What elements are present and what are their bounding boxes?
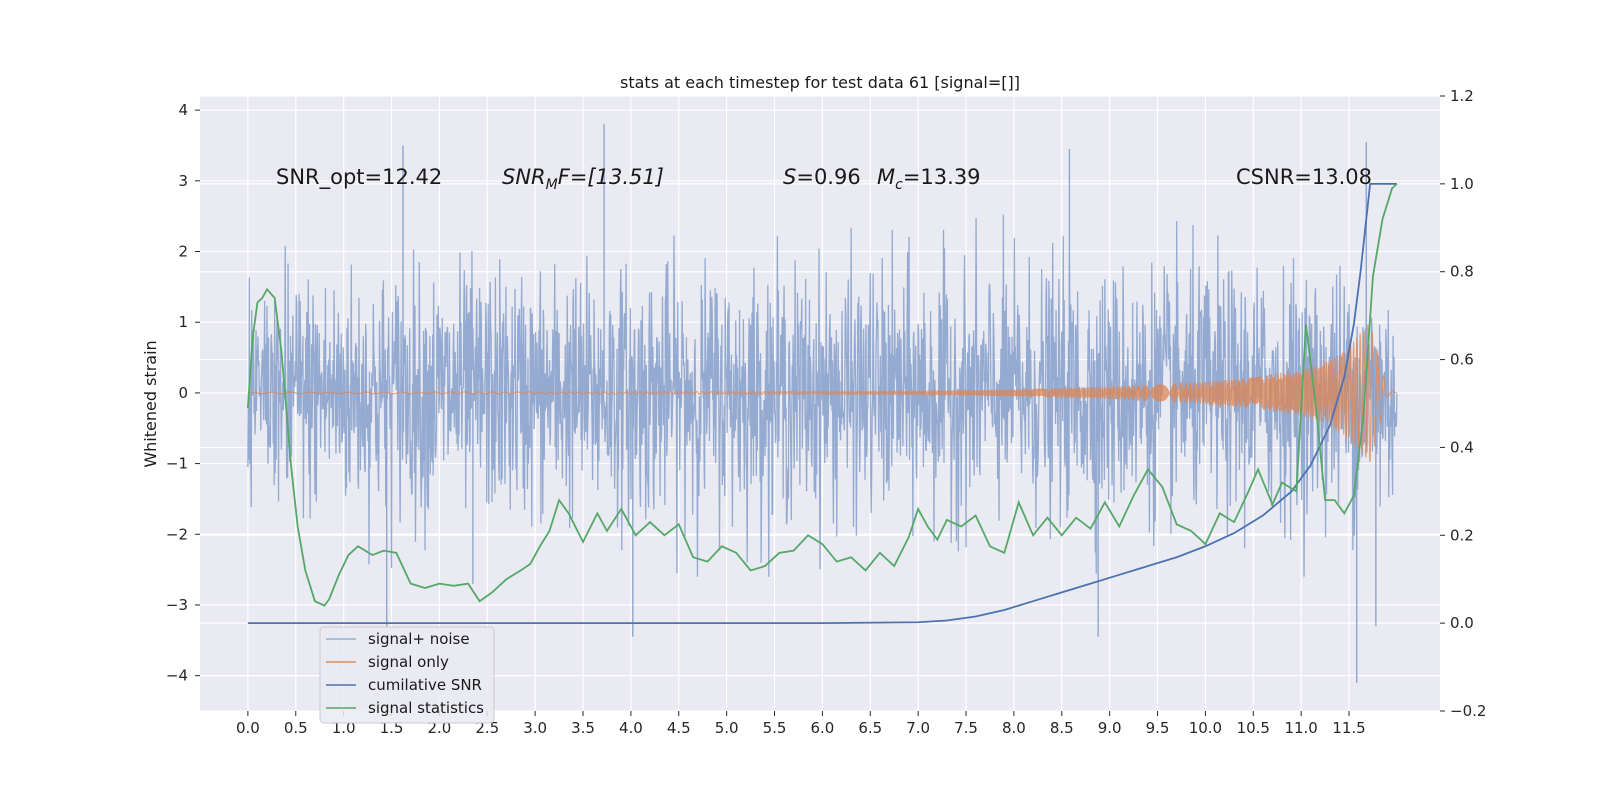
annotation-mc-val: =13.39 (903, 165, 981, 189)
signal-statistics-line (246, 183, 1398, 607)
y-tick-label: 4 (178, 101, 188, 119)
x-tick-label: 3.5 (571, 719, 595, 737)
y-tick-label: 3 (178, 172, 188, 190)
legend-label-cumulative-snr: cumilative SNR (368, 676, 482, 694)
y-axis-label: Whitened strain (141, 340, 160, 467)
y-tick-label: 2 (178, 243, 188, 261)
left-axis: 4 3 2 1 0 −1 −2 −3 −4 (166, 101, 200, 685)
y2-tick-label: 0.4 (1450, 438, 1474, 456)
y-tick-label: 1 (178, 313, 188, 331)
y-tick-label: −3 (166, 596, 188, 614)
annotation-s-stat: S=0.96 (783, 165, 861, 189)
y2-tick-label: 1.0 (1450, 175, 1474, 193)
y2-tick-label: 0.0 (1450, 614, 1474, 632)
legend-label-signal-only: signal only (368, 653, 449, 671)
annotation-mc: Mc=13.39 (877, 165, 981, 193)
annotation-snr-mf-base: SNR (502, 165, 546, 189)
legend-box (319, 626, 495, 724)
x-tick-label: 4.0 (619, 719, 643, 737)
annotation-s-stat-val: =0.96 (796, 165, 860, 189)
x-tick-label: 7.0 (906, 719, 930, 737)
signal-noise-line (247, 214, 1398, 577)
legend: signal+ noise signal only cumilative SNR… (319, 626, 495, 724)
x-tick-label: 9.5 (1146, 719, 1170, 737)
x-tick-label: 6.5 (858, 719, 882, 737)
annotation-snr-mf-sub: M (546, 177, 558, 193)
chart-title: stats at each timestep for test data 61 … (620, 73, 1020, 92)
y-tick-label: −1 (166, 455, 188, 473)
annotation-csnr: CSNR=13.08 (1236, 165, 1372, 189)
cumulative-snr-line (247, 182, 1397, 625)
x-tick-label: 7.5 (954, 719, 978, 737)
annotation-snr-mf-tail: F=[13.51] (558, 165, 664, 189)
series-layer (246, 124, 1398, 683)
y2-tick-label: 1.2 (1450, 87, 1474, 105)
legend-label-signal-noise: signal+ noise (368, 630, 470, 648)
y2-tick-label: −0.2 (1450, 702, 1486, 720)
x-tick-label: 0.0 (236, 719, 260, 737)
x-tick-label: 10.5 (1237, 719, 1270, 737)
annotation-mc-var: M (877, 165, 895, 189)
y2-tick-label: 0.8 (1450, 263, 1474, 281)
x-tick-label: 10.0 (1189, 719, 1222, 737)
x-tick-label: 3.0 (523, 719, 547, 737)
legend-label-signal-statistics: signal statistics (368, 699, 484, 717)
x-tick-label: 4.5 (667, 719, 691, 737)
x-tick-label: 11.5 (1332, 719, 1365, 737)
x-tick-label: 0.5 (284, 719, 308, 737)
annotation-snr-opt: SNR_opt=12.42 (276, 165, 442, 190)
y2-tick-label: 0.6 (1450, 351, 1474, 369)
annotation-snr-mf: SNRMF=[13.51] (502, 165, 664, 193)
right-axis: 1.2 1.0 0.8 0.6 0.4 0.2 0.0 −0.2 (1440, 87, 1486, 720)
x-tick-label: 5.0 (715, 719, 739, 737)
x-tick-label: 8.0 (1002, 719, 1026, 737)
x-tick-label: 5.5 (763, 719, 787, 737)
x-tick-label: 8.5 (1050, 719, 1074, 737)
x-tick-label: 6.0 (810, 719, 834, 737)
y2-tick-label: 0.2 (1450, 526, 1474, 544)
y-tick-label: −4 (166, 667, 188, 685)
y-tick-label: −2 (166, 525, 188, 543)
x-tick-label: 11.0 (1284, 719, 1317, 737)
annotation-mc-sub: c (895, 177, 903, 193)
signal-only-line (247, 324, 1397, 463)
x-tick-label: 9.0 (1098, 719, 1122, 737)
annotation-s-stat-var: S (783, 165, 796, 189)
y-tick-label: 0 (178, 384, 188, 402)
